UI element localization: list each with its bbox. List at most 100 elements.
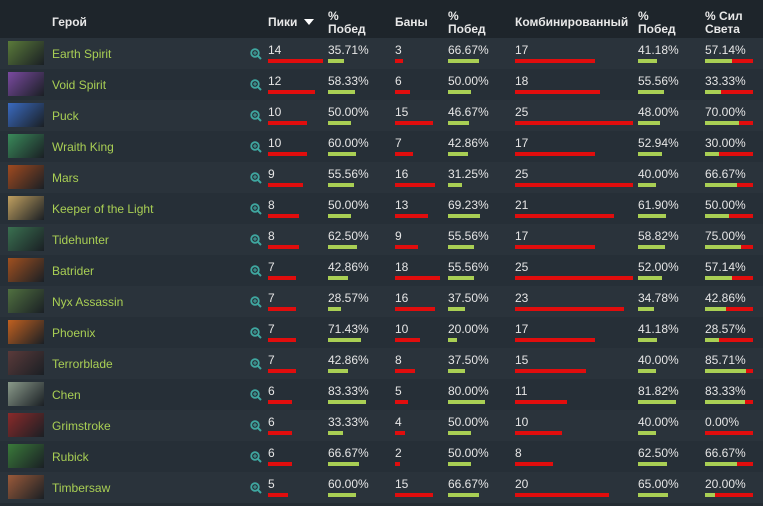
win-rate: 69.23% xyxy=(448,198,489,212)
win-bar xyxy=(448,493,479,497)
column-header[interactable]: % Побед xyxy=(328,10,378,36)
radiant-bar xyxy=(705,307,726,311)
win-bar xyxy=(328,462,359,466)
column-header[interactable]: % Побед xyxy=(448,10,498,36)
hero-name[interactable]: Void Spirit xyxy=(52,78,107,92)
search-icon[interactable] xyxy=(250,141,262,156)
hero-icon xyxy=(8,41,44,65)
win-bar xyxy=(448,431,471,435)
hero-name[interactable]: Mars xyxy=(52,171,79,185)
count: 17 xyxy=(515,136,529,150)
column-header[interactable]: Пики xyxy=(268,16,328,29)
search-icon[interactable] xyxy=(250,110,262,125)
radiant-bar xyxy=(705,90,721,94)
hero-name[interactable]: Nyx Assassin xyxy=(52,295,124,309)
column-header[interactable]: Комбинированный xyxy=(515,16,640,29)
count: 25 xyxy=(515,260,529,274)
count: 6 xyxy=(268,415,275,429)
win-rate: 71.43% xyxy=(328,322,369,336)
win-bar xyxy=(638,462,667,466)
search-icon[interactable] xyxy=(250,358,262,373)
table-row: Batrider 7 42.86% 18 55.56% 25 52.00% 57.14% xyxy=(0,255,763,286)
count: 8 xyxy=(268,198,275,212)
search-icon[interactable] xyxy=(250,327,262,342)
search-icon[interactable] xyxy=(250,79,262,94)
radiant-bar xyxy=(705,214,729,218)
count: 20 xyxy=(515,477,529,491)
hero-name[interactable]: Keeper of the Light xyxy=(52,202,154,216)
hero-name[interactable]: Terrorblade xyxy=(52,357,113,371)
table-row: Keeper of the Light 8 50.00% 13 69.23% 21 61.9… xyxy=(0,193,763,224)
hero-name[interactable]: Rubick xyxy=(52,450,89,464)
hero-icon xyxy=(8,258,44,282)
hero-name[interactable]: Timbersaw xyxy=(52,481,111,495)
column-header[interactable]: % Сил Света xyxy=(705,10,760,36)
count: 18 xyxy=(515,74,529,88)
dire-bar xyxy=(729,214,753,218)
hero-name[interactable]: Earth Spirit xyxy=(52,47,112,61)
count-bar xyxy=(515,493,610,497)
win-bar xyxy=(448,462,471,466)
search-icon[interactable] xyxy=(250,234,262,249)
win-rate: 66.67% xyxy=(448,43,489,57)
win-bar xyxy=(328,400,367,404)
count-bar xyxy=(268,338,296,342)
count-bar xyxy=(268,462,292,466)
search-icon[interactable] xyxy=(250,265,262,280)
hero-name[interactable]: Grimstroke xyxy=(52,419,111,433)
hero-name[interactable]: Batrider xyxy=(52,264,95,278)
header-text: % Побед xyxy=(448,9,486,36)
dire-bar xyxy=(718,338,753,342)
win-bar xyxy=(328,245,357,249)
hero-name[interactable]: Puck xyxy=(52,109,79,123)
hero-name[interactable]: Chen xyxy=(52,388,81,402)
search-icon[interactable] xyxy=(250,482,262,497)
hero-name[interactable]: Phoenix xyxy=(52,326,96,340)
search-icon[interactable] xyxy=(250,48,262,63)
column-header[interactable]: % Побед xyxy=(638,10,688,36)
radiant-rate: 57.14% xyxy=(705,43,746,57)
header-text: Баны xyxy=(395,15,428,29)
win-bar xyxy=(448,245,474,249)
win-bar xyxy=(448,400,485,404)
search-icon[interactable] xyxy=(250,203,262,218)
hero-icon xyxy=(8,227,44,251)
count-bar xyxy=(268,307,296,311)
win-bar xyxy=(328,59,345,63)
win-rate: 60.00% xyxy=(328,477,369,491)
win-rate: 46.67% xyxy=(448,105,489,119)
search-icon[interactable] xyxy=(250,451,262,466)
dire-bar xyxy=(719,152,753,156)
hero-name[interactable]: Tidehunter xyxy=(52,233,109,247)
count-bar xyxy=(268,369,296,373)
count: 18 xyxy=(395,260,409,274)
win-bar xyxy=(638,245,666,249)
win-bar xyxy=(638,152,663,156)
search-icon[interactable] xyxy=(250,420,262,435)
win-bar xyxy=(638,369,657,373)
win-bar xyxy=(328,90,355,94)
column-header[interactable]: Баны xyxy=(395,16,445,29)
count-bar xyxy=(515,462,553,466)
count-bar xyxy=(395,152,413,156)
count: 6 xyxy=(395,74,402,88)
count: 4 xyxy=(395,415,402,429)
hero-icon xyxy=(8,413,44,437)
win-bar xyxy=(328,431,344,435)
count-bar xyxy=(268,276,296,280)
win-bar xyxy=(328,214,351,218)
count-bar xyxy=(395,493,433,497)
count: 14 xyxy=(268,43,282,57)
count-bar xyxy=(395,338,420,342)
radiant-rate: 20.00% xyxy=(705,477,746,491)
hero-name[interactable]: Wraith King xyxy=(52,140,114,154)
search-icon[interactable] xyxy=(250,389,262,404)
win-bar xyxy=(448,214,480,218)
count: 8 xyxy=(515,446,522,460)
dire-bar xyxy=(720,90,753,94)
win-rate: 83.33% xyxy=(328,384,369,398)
search-icon[interactable] xyxy=(250,296,262,311)
count-bar xyxy=(395,276,440,280)
table-row: Grimstroke 6 33.33% 4 50.00% 10 40.00% 0.00% xyxy=(0,410,763,441)
search-icon[interactable] xyxy=(250,172,262,187)
